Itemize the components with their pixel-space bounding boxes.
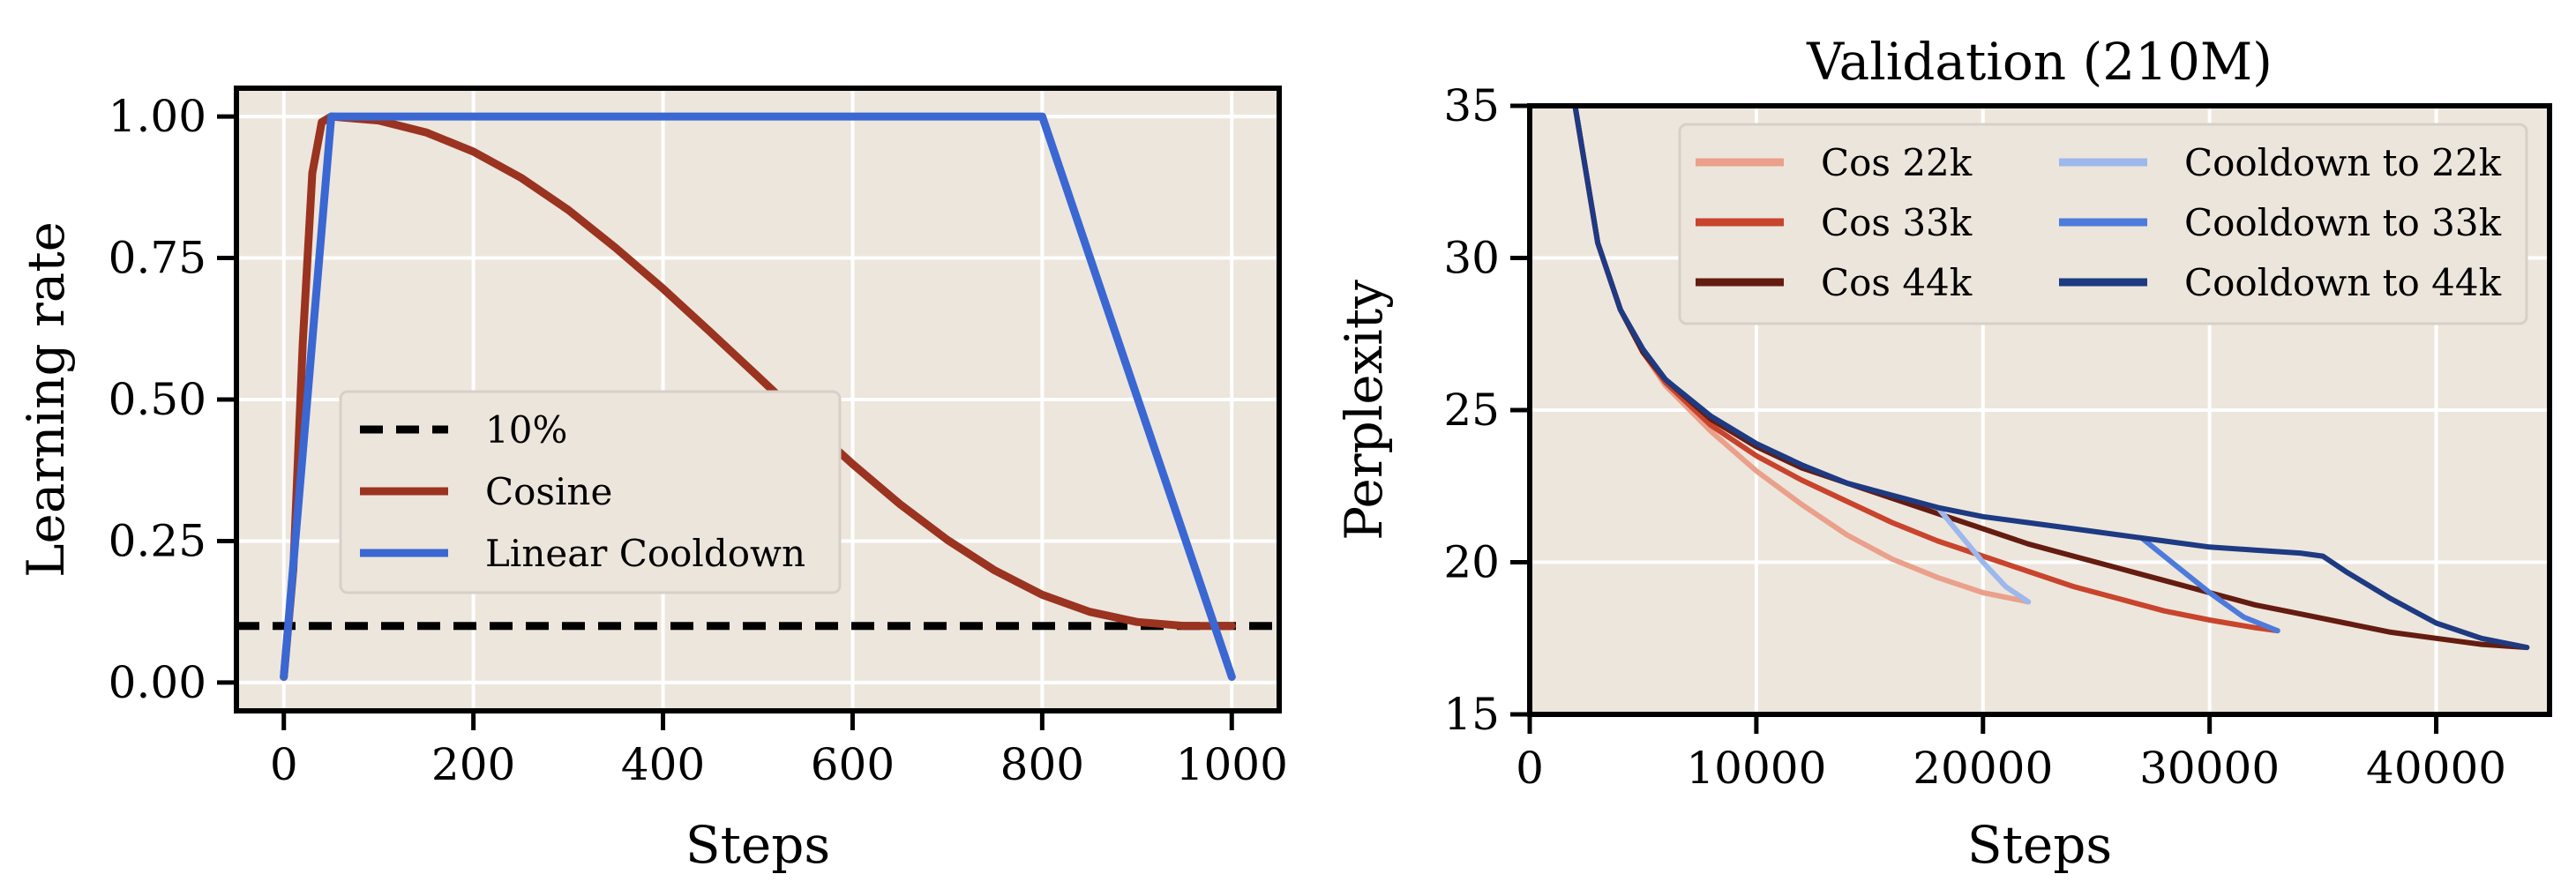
x-axis-label: Steps <box>1967 815 2112 875</box>
legend-label-cooldown-22k: Cooldown to 22k <box>2184 141 2502 184</box>
series-layer <box>236 112 1279 681</box>
y-axis-ticks: 15 20 25 30 35 <box>1443 80 1530 740</box>
legend: Cos 22k Cos 33k Cos 44k Cooldown to 22k … <box>1678 123 2528 325</box>
x-tick-label: 600 <box>811 739 895 790</box>
y-tick-label: 0.25 <box>109 515 206 566</box>
x-tick-label: 30000 <box>2139 743 2280 794</box>
plot-frame <box>1527 103 2552 717</box>
learning-rate-chart: 0 200 400 600 800 1000 0.00 0.25 0.50 0.75 1.00 S… <box>16 86 1288 875</box>
y-tick-label: 20 <box>1443 537 1500 588</box>
legend-label-cos-44k: Cos 44k <box>1821 261 1973 304</box>
y-tick-label: 35 <box>1443 80 1500 131</box>
legend-label-cos-22k: Cos 22k <box>1821 141 1973 184</box>
x-tick-label: 400 <box>621 739 705 790</box>
y-tick-label: 30 <box>1443 233 1500 284</box>
x-axis-ticks: 0 200 400 600 800 1000 <box>270 711 1288 790</box>
y-tick-label: 1.00 <box>109 91 206 142</box>
series-line-linear-cooldown <box>280 112 1236 681</box>
validation-perplexity-chart: 0 10000 20000 30000 40000 15 20 25 30 35 Validat… <box>1334 32 2552 875</box>
legend-label-cosine: Cosine <box>485 470 612 513</box>
legend-label-cooldown-33k: Cooldown to 33k <box>2184 201 2502 244</box>
legend: 10% Cosine Linear Cooldown <box>339 390 842 594</box>
y-tick-label: 25 <box>1443 385 1500 436</box>
x-tick-label: 20000 <box>1913 743 2053 794</box>
y-tick-label: 0.00 <box>109 657 206 708</box>
y-axis-ticks: 0.00 0.25 0.50 0.75 1.00 <box>109 91 236 708</box>
legend-box <box>339 390 842 594</box>
x-tick-label: 0 <box>270 739 298 790</box>
x-tick-label: 800 <box>1000 739 1084 790</box>
series-line-cooldown-to-22k <box>1935 504 2032 605</box>
chart-title: Validation (210M) <box>1806 32 2273 92</box>
y-tick-label: 15 <box>1443 689 1500 740</box>
y-tick-label: 0.50 <box>109 374 206 425</box>
x-tick-label: 200 <box>431 739 515 790</box>
y-axis-label: Perplexity <box>1334 280 1394 541</box>
x-tick-label: 10000 <box>1686 743 1826 794</box>
legend-label-cos-33k: Cos 33k <box>1821 201 1973 244</box>
x-axis-ticks: 0 10000 20000 30000 40000 <box>1516 714 2506 794</box>
x-axis-label: Steps <box>685 815 830 875</box>
y-axis-label: Learning rate <box>16 221 76 578</box>
series-line-cooldown-to-44k <box>1572 106 2530 651</box>
legend-label-cooldown-44k: Cooldown to 44k <box>2184 261 2502 304</box>
legend-label-linear-cooldown: Linear Cooldown <box>485 532 805 575</box>
x-tick-label: 40000 <box>2366 743 2506 794</box>
series-layer <box>1572 106 2530 651</box>
plot-frame <box>234 86 1282 713</box>
series-line-cosine <box>280 112 1236 681</box>
y-tick-label: 0.75 <box>109 233 206 284</box>
x-tick-label: 0 <box>1516 743 1544 794</box>
legend-label-10pct: 10% <box>485 408 567 452</box>
x-tick-label: 1000 <box>1176 739 1288 790</box>
series-line-cooldown-to-33k <box>2138 534 2280 634</box>
